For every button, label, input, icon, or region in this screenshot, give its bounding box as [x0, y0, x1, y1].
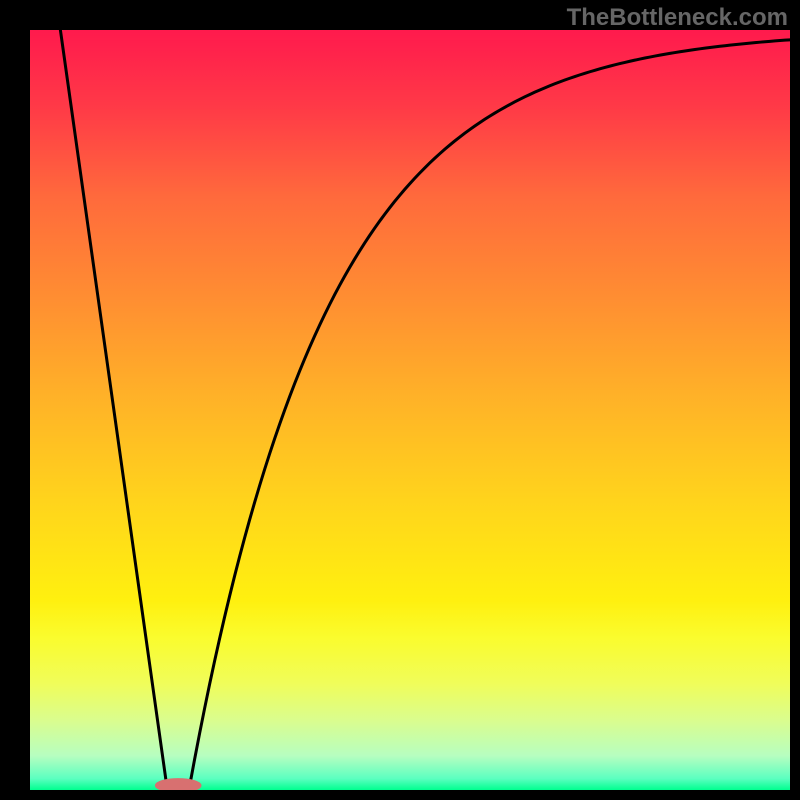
watermark-text: TheBottleneck.com	[567, 4, 788, 32]
bottleneck-marker	[155, 779, 201, 790]
bottleneck-curve	[60, 30, 790, 786]
curve-layer	[30, 30, 790, 790]
chart-container: TheBottleneck.com	[0, 0, 800, 800]
plot-area	[30, 30, 790, 790]
